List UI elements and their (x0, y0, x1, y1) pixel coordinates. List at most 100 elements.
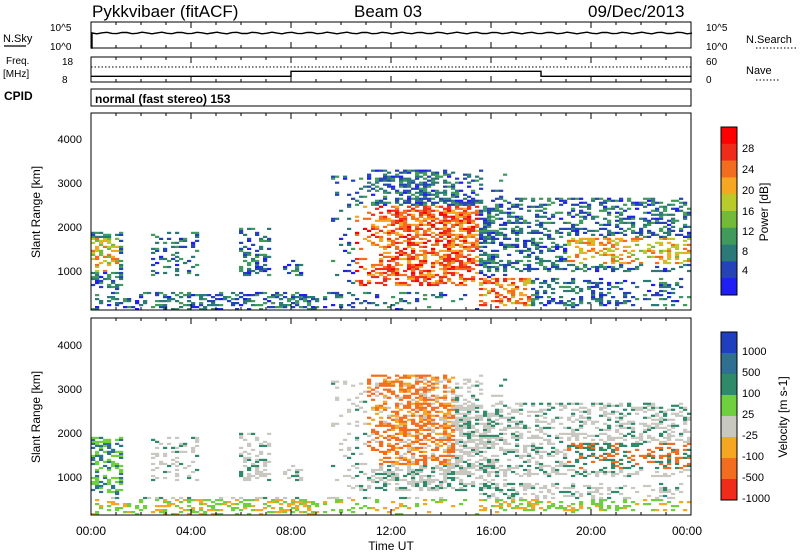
range-gate-cell (295, 507, 300, 510)
range-gate-cell (535, 436, 540, 439)
range-gate-cell (439, 235, 444, 238)
range-gate-cell (155, 476, 160, 480)
range-gate-cell (335, 175, 340, 178)
range-gate-cell (447, 215, 452, 218)
range-gate-cell (219, 513, 224, 516)
colorbar-swatch (721, 127, 737, 145)
range-gate-cell (443, 255, 448, 258)
range-gate-cell (671, 472, 676, 476)
range-gate-cell (399, 402, 404, 405)
range-gate-cell (423, 217, 428, 220)
range-gate-cell (495, 261, 500, 265)
range-gate-cell (263, 468, 268, 472)
range-gate-cell (299, 501, 304, 504)
range-gate-cell (651, 283, 656, 287)
range-gate-cell (255, 263, 260, 267)
range-gate-cell (447, 261, 452, 265)
range-gate-cell (415, 402, 420, 405)
range-gate-cell (435, 217, 440, 220)
range-gate-cell (607, 231, 612, 234)
range-gate-cell (567, 505, 572, 508)
range-gate-cell (427, 388, 432, 391)
range-gate-cell (671, 287, 676, 291)
range-gate-cell (411, 215, 416, 218)
range-gate-cell (367, 217, 372, 220)
range-gate-cell (655, 219, 660, 222)
range-gate-cell (411, 265, 416, 269)
range-gate-cell (455, 408, 460, 411)
range-gate-cell (531, 243, 536, 246)
range-gate-cell (603, 209, 608, 212)
range-gate-cell (631, 259, 636, 263)
range-gate-cell (515, 243, 520, 246)
range-gate-cell (643, 223, 648, 226)
range-gate-cell (431, 281, 436, 285)
range-gate-cell (499, 464, 504, 468)
range-gate-cell (583, 211, 588, 214)
range-gate-cell (535, 229, 540, 232)
range-gate-cell (475, 217, 480, 220)
range-gate-cell (443, 185, 448, 188)
range-gate-cell (455, 235, 460, 238)
range-gate-cell (667, 229, 672, 232)
range-gate-cell (359, 247, 364, 250)
range-gate-cell (395, 261, 400, 265)
range-gate-cell (523, 267, 528, 271)
range-gate-cell (591, 446, 596, 449)
range-gate-cell (363, 432, 368, 435)
range-gate-cell (419, 480, 424, 484)
range-gate-cell (607, 496, 612, 500)
range-gate-cell (451, 203, 456, 206)
range-gate-cell (571, 227, 576, 230)
range-gate-cell (611, 436, 616, 439)
range-gate-cell (387, 414, 392, 417)
range-gate-cell (511, 496, 516, 500)
range-gate-cell (343, 474, 348, 478)
range-gate-cell (427, 380, 432, 383)
range-gate-cell (667, 408, 672, 411)
range-gate-cell (311, 513, 316, 516)
range-gate-cell (379, 205, 384, 208)
range-gate-cell (383, 173, 388, 176)
range-gate-cell (571, 229, 576, 232)
range-gate-cell (439, 205, 444, 208)
range-gate-cell (459, 454, 464, 457)
range-gate-cell (163, 257, 168, 261)
range-gate-cell (603, 253, 608, 256)
range-gate-cell (667, 237, 672, 240)
colorbar-swatch (721, 160, 737, 178)
range-gate-cell (283, 472, 288, 476)
range-gate-cell (427, 251, 432, 254)
range-gate-cell (311, 511, 316, 514)
range-gate-cell (91, 480, 96, 484)
range-gate-cell (363, 283, 368, 287)
range-gate-cell (387, 396, 392, 399)
range-gate-cell (599, 227, 604, 230)
range-gate-cell (483, 484, 488, 488)
range-gate-cell (487, 494, 492, 498)
range-gate-cell (615, 442, 620, 445)
range-gate-cell (499, 300, 504, 303)
range-gate-cell (407, 277, 412, 281)
range-gate-cell (587, 434, 592, 437)
range-gate-cell (567, 490, 572, 494)
range-gate-cell (427, 179, 432, 182)
range-gate-cell (135, 513, 140, 516)
range-gate-cell (151, 263, 156, 267)
range-gate-cell (499, 408, 504, 411)
range-gate-cell (659, 257, 664, 261)
range-gate-cell (387, 233, 392, 236)
range-gate-cell (467, 406, 472, 409)
range-gate-cell (579, 227, 584, 230)
range-gate-cell (355, 257, 360, 261)
range-gate-cell (363, 442, 368, 445)
range-gate-cell (423, 412, 428, 415)
range-gate-cell (95, 440, 100, 443)
range-gate-cell (119, 507, 124, 510)
range-gate-cell (455, 418, 460, 421)
range-gate-cell (563, 199, 568, 202)
range-gate-cell (595, 486, 600, 490)
range-gate-cell (179, 501, 184, 504)
range-gate-cell (443, 406, 448, 409)
range-gate-cell (451, 187, 456, 190)
